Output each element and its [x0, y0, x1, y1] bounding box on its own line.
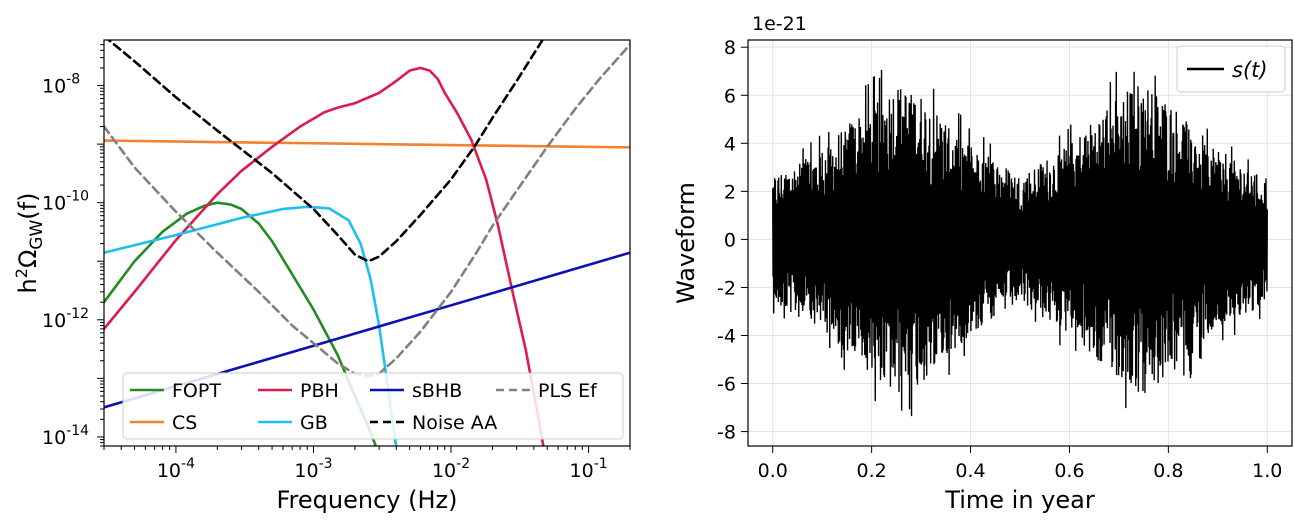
right-legend: s(t)	[1176, 45, 1286, 93]
left-panel: 10-4 10-3 10-2 10-1 10-14 10-12 10-10 10-8 Fre…	[12, 39, 631, 514]
series-line-cs	[104, 139, 630, 149]
left-axes-frame	[103, 39, 631, 447]
right-offset-text: 1e-21	[752, 13, 807, 35]
legend-label-sbhb: sBHB	[412, 380, 462, 402]
y-tick-label: 6	[724, 85, 736, 107]
y-tick-label: -8	[717, 422, 736, 444]
legend-label-fopt: FOPT	[172, 380, 221, 402]
y-tick-label: 8	[724, 37, 736, 59]
legend-label-pls-ef: PLS Ef	[538, 380, 598, 402]
x-tick-label: 0.8	[1153, 460, 1183, 482]
y-tick-label: -2	[717, 277, 736, 299]
right-legend-box	[1176, 45, 1286, 93]
legend-label-cs: CS	[172, 412, 197, 434]
y-tick-label: 10-10	[42, 189, 89, 215]
series-line-noise-aa	[106, 40, 545, 263]
right-x-ticks: 0.0 0.2 0.4 0.6 0.8 1.0	[758, 446, 1282, 482]
right-x-axis-label: Time in year	[944, 486, 1095, 514]
x-tick-label: 10-2	[432, 456, 470, 482]
x-tick-label: 10-1	[570, 456, 608, 482]
left-x-ticks: 10-4 10-3 10-2 10-1	[103, 446, 631, 482]
legend-label-s-t: s(t)	[1232, 58, 1268, 82]
left-y-ticks: 10-14 10-12 10-10 10-8	[42, 44, 104, 449]
right-panel: 0.0 0.2 0.4 0.6 0.8 1.0 -8 -6 -4 -2 0 2 4 6 8 1e-21 T…	[672, 13, 1293, 514]
right-axes-frame	[747, 39, 1293, 447]
y-tick-label: 2	[724, 181, 736, 203]
legend-label-pbh: PBH	[300, 380, 339, 402]
x-tick-label: 1.0	[1252, 460, 1282, 482]
right-y-axis-label: Waveform	[672, 182, 700, 304]
left-y-axis-label: h2ΩGW(f)	[12, 193, 47, 294]
y-tick-label: -4	[717, 325, 736, 347]
series-line-pls-ef	[104, 43, 630, 378]
x-tick-label: 0.6	[1054, 460, 1084, 482]
legend-label-gb: GB	[300, 412, 328, 434]
x-tick-label: 0.0	[758, 460, 788, 482]
left-legend: FOPT CS PBH GB sBHB Noise AA PLS Ef	[122, 372, 624, 440]
legend-label-noise-aa: Noise AA	[412, 412, 497, 434]
x-tick-label: 10-4	[157, 456, 195, 482]
left-x-axis-label: Frequency (Hz)	[277, 486, 458, 514]
x-tick-label: 0.2	[857, 460, 887, 482]
series-line-pbh	[104, 66, 545, 446]
y-tick-label: 10-14	[42, 423, 89, 449]
y-tick-label: -6	[717, 374, 736, 396]
y-tick-label: 0	[724, 229, 736, 251]
right-series-group	[772, 69, 1268, 417]
y-tick-label: 4	[724, 133, 736, 155]
y-tick-label: 10-8	[42, 72, 80, 98]
series-line-s-t	[772, 69, 1268, 417]
x-tick-label: 10-3	[294, 456, 332, 482]
x-tick-label: 0.4	[955, 460, 985, 482]
right-y-ticks: -8 -6 -4 -2 0 2 4 6 8	[717, 37, 748, 444]
y-tick-label: 10-12	[42, 306, 89, 332]
